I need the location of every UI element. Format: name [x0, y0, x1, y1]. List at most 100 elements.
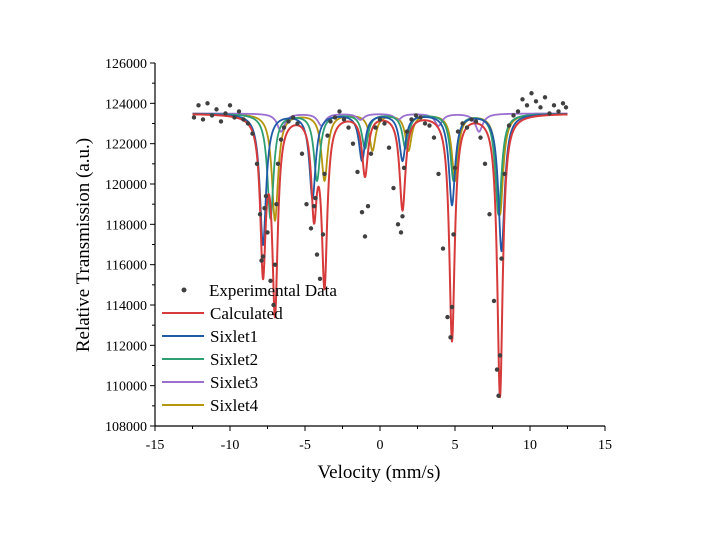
data-point: [286, 119, 291, 124]
data-point: [265, 230, 270, 235]
data-point: [482, 161, 488, 167]
data-point: [560, 101, 566, 106]
legend: Experimental Data Calculated Sixlet1 Sixlet…: [162, 281, 337, 415]
data-point: [359, 210, 365, 215]
data-point: [418, 115, 423, 120]
data-point: [325, 133, 330, 138]
data-point: [314, 252, 320, 257]
data-point: [368, 151, 374, 156]
data-point: [260, 254, 266, 259]
data-point: [377, 117, 383, 122]
y-tick-label: 108000: [105, 420, 147, 435]
data-point: [362, 234, 368, 239]
data-point: [460, 121, 465, 126]
data-point: [278, 137, 284, 142]
data-layer: [191, 91, 569, 399]
data-point: [223, 111, 228, 116]
data-point: [445, 314, 450, 320]
data-point: [275, 161, 281, 167]
data-point: [250, 131, 255, 136]
data-point: [400, 214, 405, 219]
data-point: [386, 145, 392, 150]
data-point: [563, 105, 569, 110]
data-point: [200, 117, 206, 122]
data-point: [448, 335, 453, 340]
y-tick-label: 120000: [105, 178, 147, 193]
data-point: [320, 232, 326, 237]
axes: 108000 110000 112000 114000 116000 118000 1200…: [105, 57, 612, 453]
data-point: [209, 113, 215, 118]
x-tick-label: -10: [221, 438, 240, 453]
data-point: [451, 232, 456, 237]
data-point: [254, 161, 260, 167]
x-tick-label: 5: [452, 438, 459, 453]
data-point: [313, 195, 318, 201]
data-point: [218, 119, 224, 124]
data-point: [227, 103, 233, 108]
data-point: [382, 121, 387, 126]
y-axis-label: Relative Transmission (a.u.): [73, 138, 94, 352]
data-point: [431, 135, 437, 140]
data-point: [299, 151, 305, 156]
data-point: [422, 121, 428, 126]
data-point: [487, 212, 492, 217]
data-point: [196, 103, 201, 108]
data-point: [391, 185, 396, 191]
data-point: [413, 113, 419, 118]
data-point: [464, 125, 470, 130]
data-point: [547, 111, 552, 116]
data-point: [427, 123, 432, 128]
data-point: [191, 115, 197, 120]
data-point: [308, 226, 314, 231]
data-point: [497, 353, 503, 358]
data-point: [449, 304, 455, 310]
legend-label: Sixlet1: [210, 327, 258, 346]
legend-label: Experimental Data: [209, 281, 337, 300]
y-tick-label: 112000: [106, 339, 147, 354]
data-point: [404, 129, 410, 134]
data-point: [341, 117, 347, 122]
data-point: [328, 119, 333, 124]
data-point: [473, 119, 479, 124]
data-point: [515, 109, 521, 114]
legend-label: Sixlet4: [210, 396, 259, 415]
data-point: [520, 97, 525, 102]
data-point: [496, 393, 501, 398]
data-point: [271, 302, 276, 308]
y-tick-label: 116000: [106, 259, 147, 274]
data-point: [245, 121, 251, 126]
x-tick-label: -5: [299, 438, 311, 453]
data-point: [373, 125, 378, 130]
data-point: [452, 165, 458, 171]
data-point: [511, 113, 516, 118]
x-tick-label: 15: [598, 438, 612, 453]
x-tick-label: -15: [146, 438, 165, 453]
legend-label: Sixlet2: [210, 350, 258, 369]
y-tick-label: 124000: [105, 97, 147, 112]
data-point: [436, 171, 441, 177]
data-point: [263, 193, 269, 199]
data-point: [538, 105, 543, 110]
x-tick-label: 10: [523, 438, 537, 453]
data-point: [494, 367, 500, 372]
data-point: [268, 278, 273, 283]
legend-label: Sixlet3: [210, 373, 258, 392]
data-point: [491, 298, 497, 304]
data-point: [542, 95, 548, 100]
data-point: [232, 115, 237, 120]
data-point: [455, 129, 461, 134]
y-tick-label: 122000: [105, 138, 147, 153]
x-axis-label: Velocity (mm/s): [318, 462, 441, 483]
series-line-sixlet4: [191, 112, 569, 222]
data-point: [274, 201, 279, 207]
data-point: [262, 206, 267, 211]
data-point: [409, 117, 414, 122]
data-point: [281, 125, 287, 130]
data-point: [524, 103, 530, 108]
data-point: [401, 165, 407, 171]
series-line-sixlet3: [191, 112, 569, 133]
y-tick-label: 114000: [106, 299, 147, 314]
data-point: [556, 109, 561, 114]
data-point: [398, 230, 404, 235]
data-point: [214, 107, 219, 112]
